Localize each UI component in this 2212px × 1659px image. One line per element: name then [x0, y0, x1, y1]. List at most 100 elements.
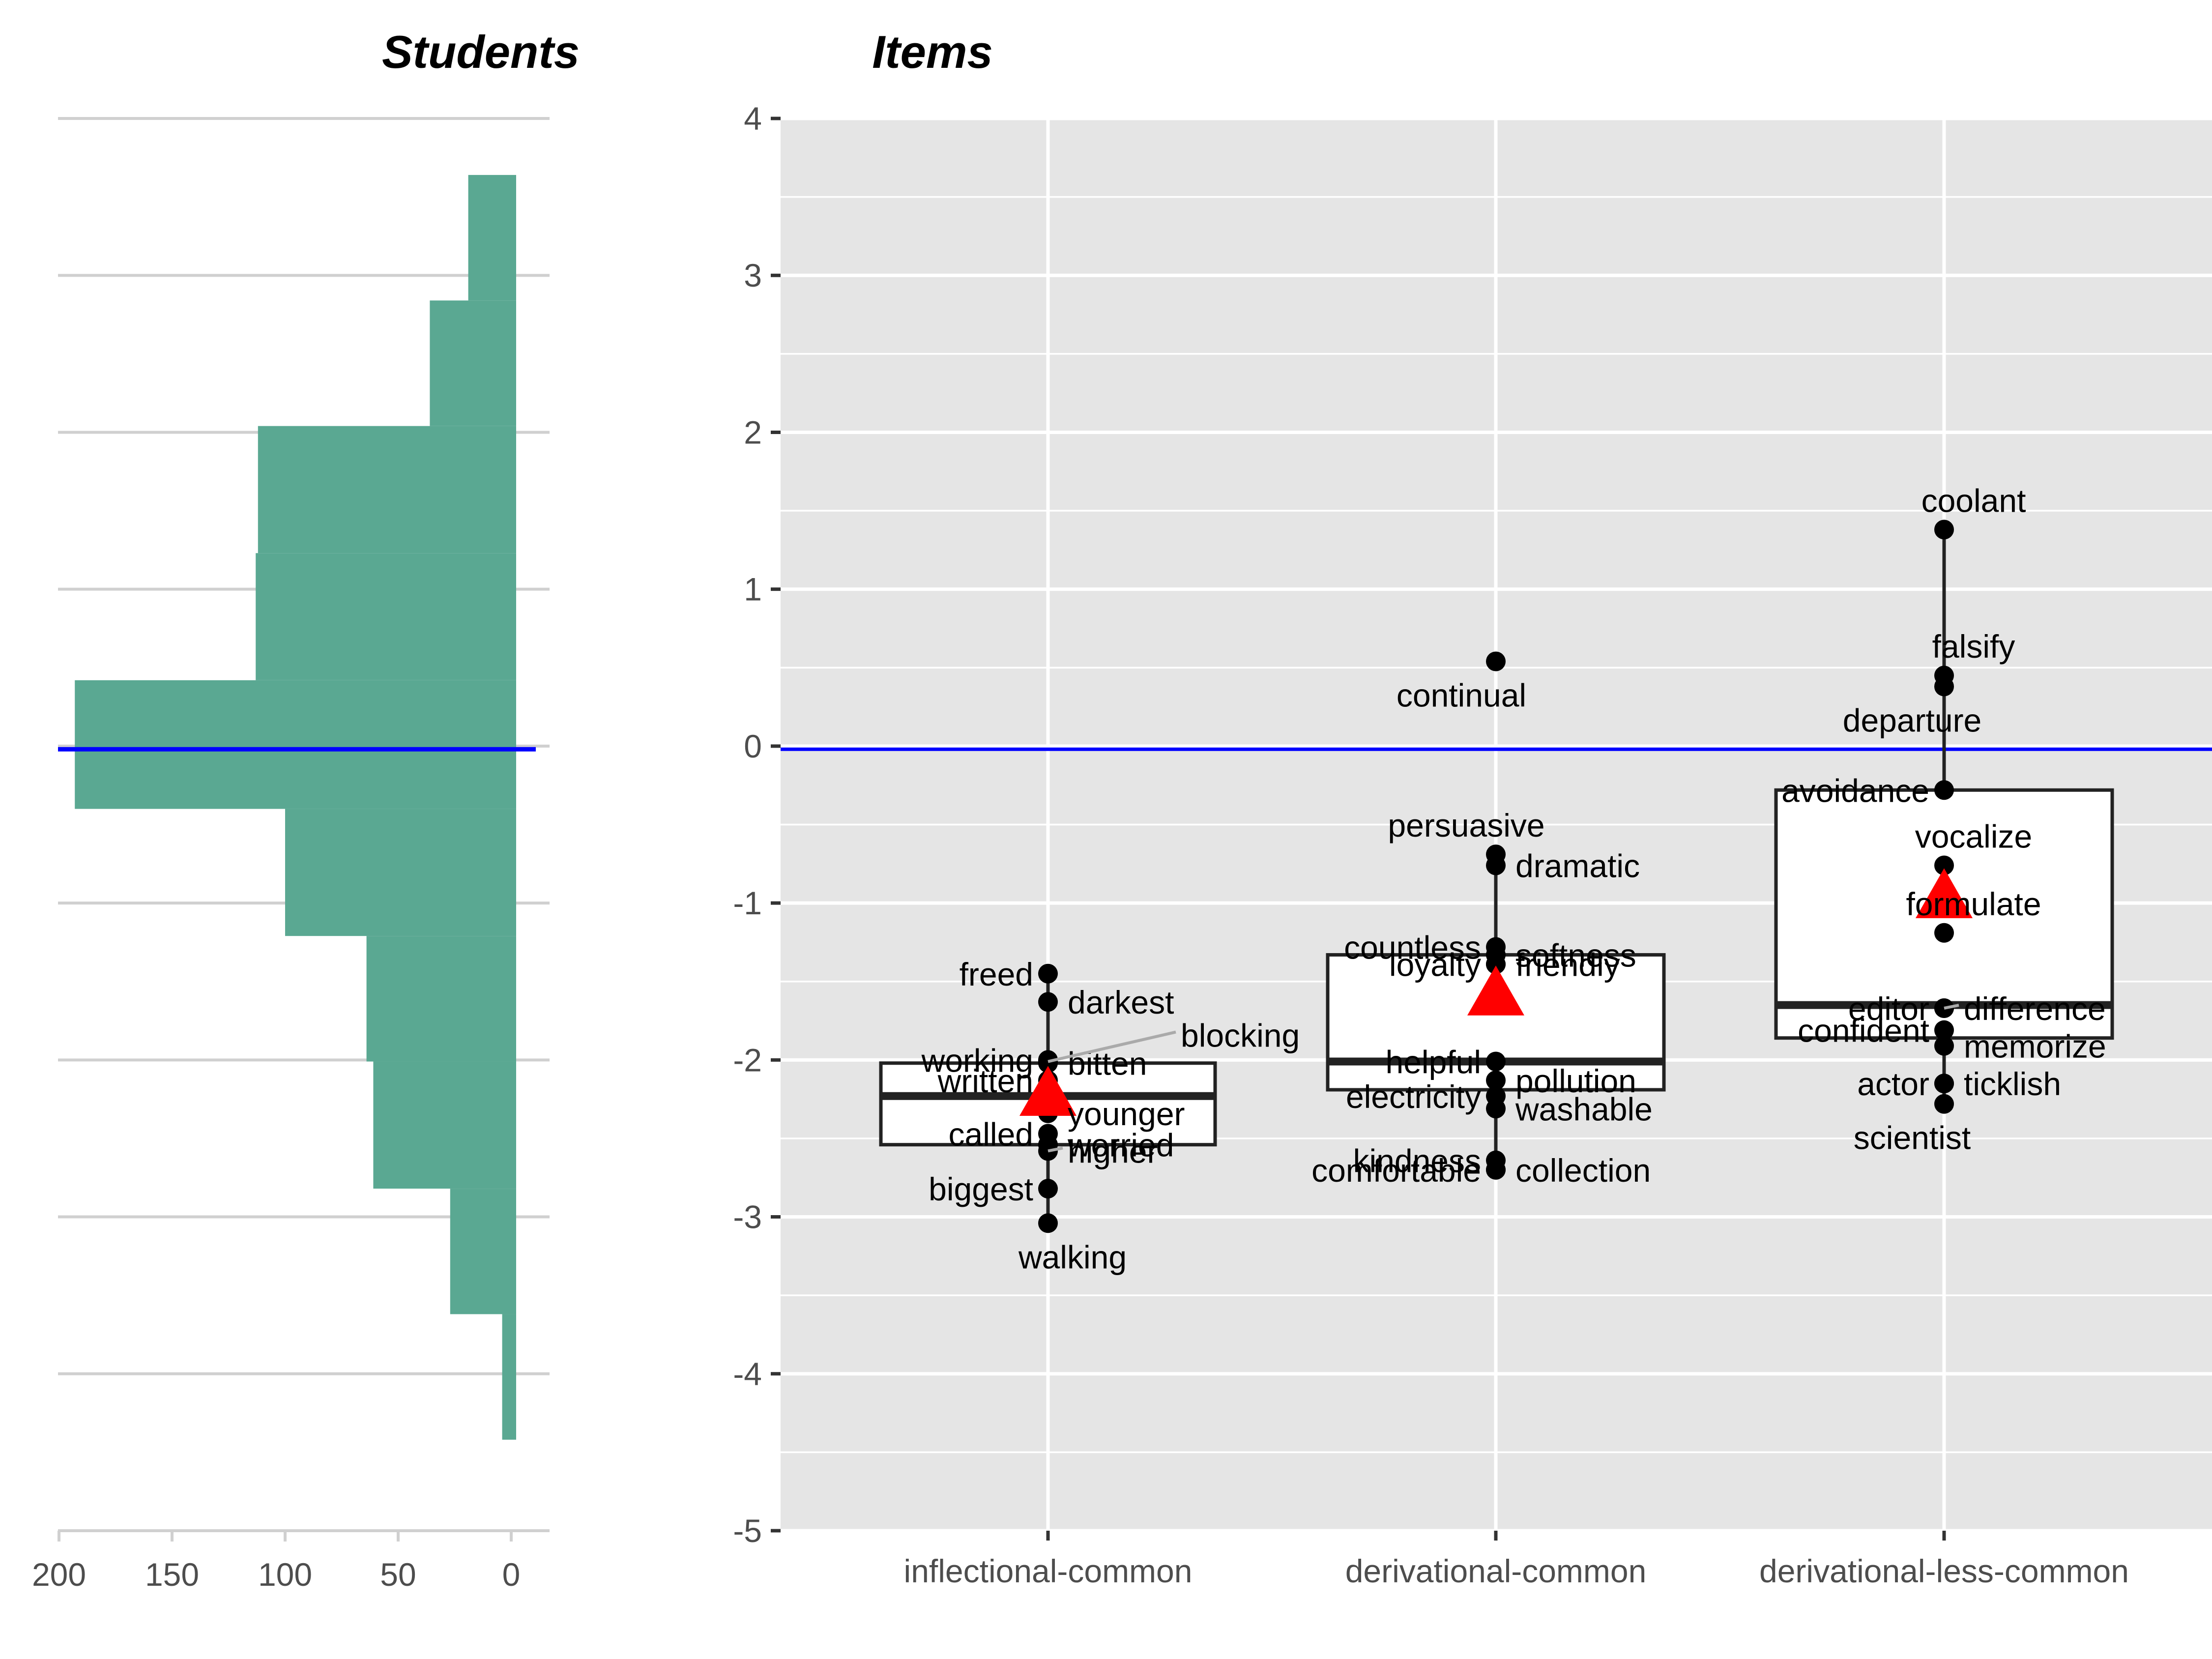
item-label: memorize	[1964, 1028, 2106, 1065]
histogram-bars	[75, 175, 516, 1440]
histogram-x-tick-label: 50	[380, 1556, 416, 1593]
y-tick-label: -5	[733, 1513, 762, 1549]
item-label: comfortable	[1311, 1152, 1481, 1189]
item-point	[1934, 780, 1954, 800]
boxplots: freed darkest working bitten blocking written…	[879, 482, 2114, 1275]
item-label: coolant	[1921, 482, 2026, 519]
item-label: higher	[1068, 1133, 1158, 1169]
histogram-bar	[256, 553, 516, 680]
item-label: continual	[1397, 677, 1526, 714]
mean-marker	[1467, 965, 1524, 1016]
boxplot-inflectional-common: freed darkest working bitten blocking written…	[879, 956, 1300, 1275]
item-point	[1934, 1036, 1954, 1056]
items-y-axis: 4 3 2 1 0 -1 -2 -3 -4 -5	[733, 100, 781, 1549]
item-label: biggest	[929, 1171, 1033, 1207]
item-label: electricity	[1346, 1078, 1481, 1115]
item-point	[1038, 963, 1058, 984]
histogram-x-tick-label: 0	[502, 1556, 521, 1593]
item-point	[1038, 1179, 1058, 1199]
histogram-bar	[258, 426, 516, 553]
label-leader-line	[1048, 1030, 1176, 1063]
item-point	[1038, 1213, 1058, 1233]
item-point	[1934, 676, 1954, 697]
x-tick-label: derivational-less-common	[1759, 1553, 2129, 1589]
item-point	[1486, 1160, 1506, 1180]
histogram-bar	[285, 809, 516, 936]
items-boxplot-panel: Items 4 3 2 1 0 -1 -2 -3 -4 -5 inflectional-commo…	[733, 26, 2212, 1589]
item-point	[1038, 992, 1058, 1012]
boxplot-derivational-less-common: coolant falsify departure avoidance vocalize…	[1774, 482, 2114, 1156]
item-label: falsify	[1932, 628, 2015, 665]
mean-marker	[1916, 868, 1973, 918]
item-point	[1934, 1094, 1954, 1114]
histogram-bar	[502, 1314, 516, 1440]
item-label: scientist	[1854, 1120, 1971, 1156]
item-label: formulate	[1906, 886, 2041, 922]
item-label: departure	[1843, 702, 1982, 739]
item-label: actor	[1857, 1066, 1929, 1102]
y-tick-label: 1	[744, 571, 762, 608]
histogram-x-axis: 200 150 100 50 0	[32, 1531, 520, 1593]
histogram-x-tick-label: 150	[145, 1556, 199, 1593]
item-label: younger	[1068, 1096, 1185, 1132]
label-leader-line	[1048, 1146, 1063, 1153]
item-label: ticklish	[1964, 1066, 2061, 1102]
item-point	[1934, 520, 1954, 540]
students-histogram-panel: Students 200 150 100 50 0	[32, 26, 580, 1593]
item-point	[1934, 1020, 1954, 1040]
y-tick-label: -2	[733, 1042, 762, 1078]
item-label: written	[937, 1063, 1033, 1099]
y-tick-label: -1	[733, 885, 762, 921]
item-point	[1486, 1070, 1506, 1090]
histogram-bar	[75, 680, 516, 809]
item-label: softness	[1515, 937, 1636, 973]
item-point	[1934, 855, 1954, 875]
item-label: friendly	[1515, 947, 1620, 983]
item-point	[1486, 954, 1506, 974]
item-point	[1486, 855, 1506, 875]
item-point	[1486, 1099, 1506, 1119]
y-tick-label: 0	[744, 728, 762, 764]
item-label: editor	[1848, 990, 1929, 1027]
y-tick-label: 3	[744, 257, 762, 293]
items-x-axis: inflectional-common derivational-common de…	[904, 1531, 2129, 1589]
item-label: darkest	[1068, 984, 1174, 1020]
histogram-x-tick-label: 200	[32, 1556, 86, 1593]
item-label: pollution	[1515, 1063, 1636, 1099]
x-tick-label: derivational-common	[1345, 1553, 1647, 1589]
histogram-bar	[450, 1189, 516, 1314]
item-label: countless	[1344, 929, 1481, 965]
item-label: kindness	[1353, 1143, 1482, 1179]
y-tick-label: -4	[733, 1356, 762, 1392]
item-label: dramatic	[1515, 847, 1640, 884]
item-point	[1486, 1051, 1506, 1072]
item-label: washable	[1515, 1091, 1653, 1127]
item-label: persuasive	[1388, 807, 1544, 844]
item-label: working	[921, 1042, 1033, 1078]
item-label: called	[949, 1116, 1033, 1152]
item-label: helpful	[1386, 1044, 1482, 1080]
item-label: collection	[1515, 1152, 1651, 1189]
y-tick-label: 4	[744, 100, 762, 137]
item-label: difference	[1964, 990, 2106, 1027]
histogram-x-tick-label: 100	[258, 1556, 312, 1593]
item-label: loyalty	[1389, 947, 1481, 983]
item-point	[1486, 651, 1506, 671]
histogram-bar	[430, 300, 516, 426]
histogram-bar	[373, 1061, 516, 1189]
item-label: vocalize	[1915, 818, 2032, 854]
y-tick-label: 2	[744, 414, 762, 450]
item-label: freed	[960, 956, 1033, 992]
item-label: worried	[1067, 1127, 1174, 1164]
x-tick-label: inflectional-common	[904, 1553, 1193, 1589]
y-tick-label: -3	[733, 1199, 762, 1235]
label-leader-line	[1944, 1004, 1959, 1010]
histogram-bar	[468, 175, 516, 301]
histogram-bar	[366, 936, 516, 1062]
item-label: bitten	[1068, 1046, 1147, 1082]
item-label: avoidance	[1781, 772, 1929, 809]
item-point	[1934, 1074, 1954, 1094]
item-point	[1934, 923, 1954, 943]
